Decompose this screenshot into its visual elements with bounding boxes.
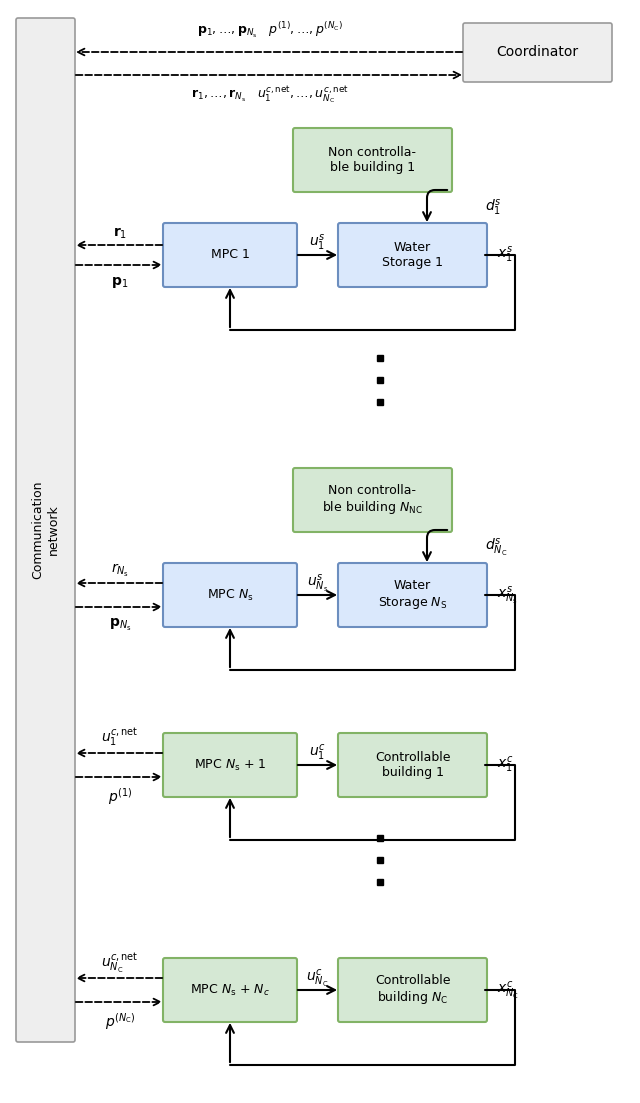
FancyBboxPatch shape (293, 468, 452, 532)
Text: $u_1^s$: $u_1^s$ (309, 233, 326, 253)
Text: $r_{N_\mathrm{s}}$: $r_{N_\mathrm{s}}$ (111, 561, 129, 579)
FancyBboxPatch shape (338, 563, 487, 627)
Text: $\mathbf{p}_{N_\mathrm{s}}$: $\mathbf{p}_{N_\mathrm{s}}$ (109, 617, 131, 633)
Text: $u_{N_\mathrm{s}}^s$: $u_{N_\mathrm{s}}^s$ (307, 572, 328, 593)
Text: Controllable
building $N_{\mathrm{C}}$: Controllable building $N_{\mathrm{C}}$ (375, 974, 451, 1006)
Text: $u_{N_\mathrm{C}}^c$: $u_{N_\mathrm{C}}^c$ (307, 967, 329, 989)
FancyBboxPatch shape (163, 959, 297, 1022)
Text: Non controlla-
ble building $N_{\mathrm{NC}}$: Non controlla- ble building $N_{\mathrm{… (322, 484, 423, 516)
Text: $x_{N_\mathrm{C}}^c$: $x_{N_\mathrm{C}}^c$ (497, 979, 519, 1000)
Text: MPC $N_{\mathrm{s}}$ + 1: MPC $N_{\mathrm{s}}$ + 1 (194, 758, 266, 772)
Text: Coordinator: Coordinator (497, 45, 579, 60)
FancyBboxPatch shape (163, 733, 297, 797)
Text: $d_{N_\mathrm{C}}^s$: $d_{N_\mathrm{C}}^s$ (485, 537, 508, 558)
Text: Controllable
building 1: Controllable building 1 (375, 751, 451, 779)
FancyBboxPatch shape (163, 223, 297, 287)
FancyBboxPatch shape (16, 18, 75, 1042)
FancyBboxPatch shape (338, 223, 487, 287)
FancyBboxPatch shape (163, 563, 297, 627)
FancyBboxPatch shape (338, 733, 487, 797)
Text: $x_1^s$: $x_1^s$ (497, 245, 513, 265)
FancyBboxPatch shape (293, 128, 452, 192)
FancyBboxPatch shape (338, 959, 487, 1022)
Text: Communication
network: Communication network (31, 481, 60, 579)
Text: MPC $N_{\mathrm{s}}$: MPC $N_{\mathrm{s}}$ (207, 588, 253, 602)
Text: $u_1^{c,\mathrm{net}}$: $u_1^{c,\mathrm{net}}$ (101, 727, 139, 749)
Text: MPC 1: MPC 1 (211, 248, 250, 261)
Text: Non controlla-
ble building 1: Non controlla- ble building 1 (328, 146, 417, 174)
Text: $x_{N_\mathrm{s}}^s$: $x_{N_\mathrm{s}}^s$ (497, 585, 518, 606)
Text: $u_1^c$: $u_1^c$ (309, 743, 326, 763)
Text: $x_1^c$: $x_1^c$ (497, 754, 513, 775)
Text: Water
Storage $N_{\mathrm{S}}$: Water Storage $N_{\mathrm{S}}$ (378, 579, 447, 611)
Text: Water
Storage 1: Water Storage 1 (382, 240, 443, 269)
Text: $\mathbf{p}_1$: $\mathbf{p}_1$ (111, 276, 129, 290)
Text: $p^{(N_\mathrm{C})}$: $p^{(N_\mathrm{C})}$ (105, 1011, 135, 1032)
Text: $\mathbf{r}_1,\ldots,\mathbf{r}_{N_\mathrm{s}}$   $u_1^{c,\mathrm{net}},\ldots,u: $\mathbf{r}_1,\ldots,\mathbf{r}_{N_\math… (191, 85, 349, 106)
Text: MPC $N_{\mathrm{s}}$ + $N_c$: MPC $N_{\mathrm{s}}$ + $N_c$ (190, 983, 270, 997)
FancyBboxPatch shape (463, 23, 612, 82)
Text: $u_{N_\mathrm{C}}^{c,\mathrm{net}}$: $u_{N_\mathrm{C}}^{c,\mathrm{net}}$ (101, 951, 139, 975)
Text: $d_1^s$: $d_1^s$ (485, 197, 502, 217)
Text: $\mathbf{r}_1$: $\mathbf{r}_1$ (113, 225, 127, 240)
Text: $\mathbf{p}_1,\ldots,\mathbf{p}_{N_\mathrm{s}}$   $p^{(1)},\ldots,p^{(N_\mathrm{: $\mathbf{p}_1,\ldots,\mathbf{p}_{N_\math… (197, 20, 343, 40)
Text: $p^{(1)}$: $p^{(1)}$ (108, 786, 132, 807)
